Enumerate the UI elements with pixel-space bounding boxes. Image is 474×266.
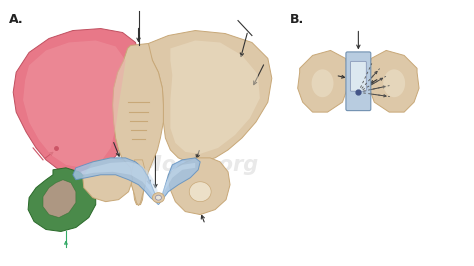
Polygon shape (148, 31, 272, 162)
Polygon shape (367, 51, 419, 112)
Ellipse shape (155, 195, 161, 200)
Ellipse shape (189, 182, 211, 202)
Polygon shape (73, 158, 200, 205)
Text: OsModis.org: OsModis.org (112, 155, 259, 175)
Polygon shape (13, 28, 138, 175)
Polygon shape (81, 162, 195, 205)
FancyBboxPatch shape (346, 52, 371, 111)
Polygon shape (23, 40, 126, 168)
Polygon shape (132, 160, 146, 206)
Polygon shape (28, 168, 96, 231)
Polygon shape (83, 158, 133, 202)
Polygon shape (113, 43, 164, 205)
Polygon shape (170, 40, 260, 154)
Ellipse shape (311, 69, 334, 97)
Polygon shape (43, 180, 76, 218)
Text: B.: B. (290, 13, 304, 26)
Polygon shape (298, 51, 349, 112)
FancyBboxPatch shape (350, 61, 366, 91)
Ellipse shape (383, 69, 405, 97)
Ellipse shape (153, 193, 164, 203)
Text: A.: A. (9, 13, 24, 26)
Polygon shape (168, 158, 230, 215)
